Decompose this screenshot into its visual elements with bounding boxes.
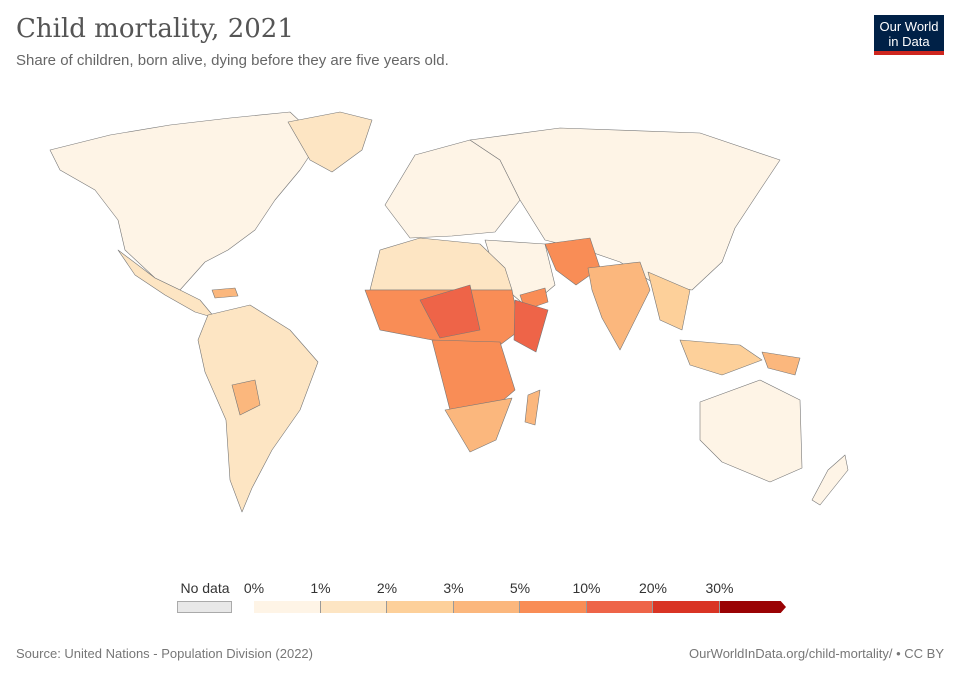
legend-tick-label: 30% — [705, 580, 734, 596]
legend-tick-label: 20% — [638, 580, 668, 596]
region-pakistan-afghanistan[interactable] — [544, 237, 601, 286]
region-caribbean[interactable] — [211, 287, 239, 299]
chart-subtitle: Share of children, born alive, dying bef… — [16, 52, 449, 69]
legend-bin[interactable] — [520, 601, 587, 613]
source-url[interactable]: OurWorldInData.org/child-mortality/ • CC… — [689, 646, 944, 661]
region-bolivia[interactable] — [231, 379, 261, 416]
region-new-zealand[interactable] — [811, 454, 849, 506]
legend-bin[interactable] — [320, 601, 387, 613]
legend-bin[interactable] — [586, 601, 653, 613]
chart-title: Child mortality, 2021 — [16, 14, 294, 44]
legend-no-data-swatch — [177, 601, 232, 613]
legend-tick-label: 3% — [443, 580, 464, 596]
legend-tick-label: 10% — [572, 580, 601, 596]
region-papua-new-guinea[interactable] — [761, 351, 801, 376]
region-southeast-asia[interactable] — [647, 271, 691, 331]
legend-tick-label: 1% — [310, 580, 331, 596]
region-south-america[interactable] — [197, 304, 319, 513]
legend-bin[interactable] — [453, 601, 520, 613]
legend-tick-label: 5% — [509, 580, 531, 596]
region-southern-africa[interactable] — [444, 397, 513, 453]
source-note: Source: United Nations - Population Divi… — [16, 646, 313, 661]
region-north-america[interactable] — [49, 111, 321, 291]
owid-logo[interactable]: Our World in Data — [874, 15, 944, 55]
region-india[interactable] — [587, 261, 651, 351]
region-indonesia[interactable] — [679, 339, 763, 376]
region-madagascar[interactable] — [524, 389, 541, 426]
legend-tick-label: 0% — [243, 580, 265, 596]
legend-bin[interactable] — [653, 601, 720, 613]
logo-line-2: in Data — [888, 34, 930, 49]
logo-line-1: Our World — [879, 19, 939, 34]
color-legend: No data 0% 1% 2% 3% 5% 10% 20% 30% — [0, 578, 960, 618]
legend-bin[interactable] — [254, 601, 321, 613]
legend-bin[interactable] — [387, 601, 454, 613]
region-northern-asia[interactable] — [469, 127, 781, 291]
legend-no-data-label: No data — [180, 580, 230, 596]
legend-bin[interactable] — [719, 601, 786, 613]
region-nigeria-chad[interactable] — [419, 284, 481, 339]
region-australia[interactable] — [699, 379, 803, 483]
region-greenland[interactable] — [287, 111, 373, 173]
legend-tick-label: 2% — [376, 580, 398, 596]
region-horn-of-africa[interactable] — [513, 299, 549, 353]
